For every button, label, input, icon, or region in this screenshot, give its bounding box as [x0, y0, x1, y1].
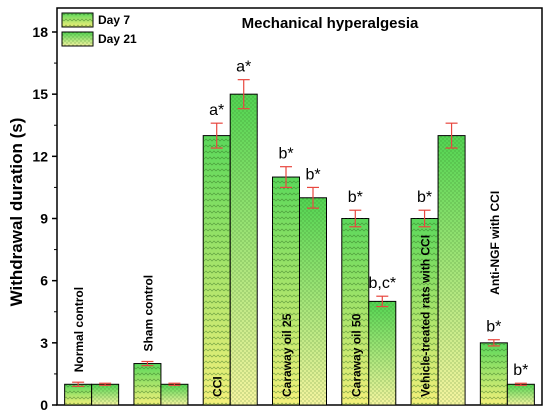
bar-pattern: [411, 218, 439, 405]
bar-pattern: [272, 177, 300, 405]
legend-swatch-day7-pattern: [62, 13, 93, 27]
significance-label: b*: [486, 319, 501, 336]
y-tick-label: 6: [40, 273, 48, 289]
bar-pattern: [230, 94, 258, 406]
bar-pattern: [203, 135, 231, 405]
y-tick-label: 18: [32, 24, 48, 40]
y-tick-label: 12: [32, 148, 48, 164]
bar-pattern: [438, 135, 466, 405]
category-label: Sham control: [141, 275, 155, 352]
bar-pattern: [91, 384, 119, 405]
legend: Day 7 Day 21: [61, 12, 137, 47]
bar-pattern: [299, 197, 327, 405]
y-tick-label: 3: [40, 335, 48, 351]
bar-pattern: [480, 342, 508, 405]
y-tick-label: 0: [40, 397, 48, 412]
category-label: Normal control: [72, 287, 86, 372]
bar-pattern: [133, 363, 161, 405]
bar-pattern: [507, 384, 535, 405]
y-tick-label: 9: [40, 211, 48, 227]
bar-pattern: [341, 218, 369, 405]
category-label: Anti-NGF with CCI: [488, 191, 502, 295]
significance-label: b*: [305, 166, 320, 183]
bar-pattern: [160, 384, 188, 405]
category-label: Vehicle-treated rats with CCI: [419, 235, 433, 397]
category-label: Caraway oil 25: [280, 313, 294, 397]
legend-label-day7: Day 7: [98, 13, 130, 27]
bar-pattern: [64, 384, 92, 405]
significance-label: a*: [236, 59, 251, 76]
category-label: CCI: [211, 376, 225, 397]
significance-label: b*: [278, 146, 293, 163]
y-axis: 0 3 6 9 12 15 18: [32, 24, 57, 412]
significance-label: b,c*: [368, 275, 396, 292]
chart-title: Mechanical hyperalgesia: [242, 15, 419, 32]
significance-label: b*: [417, 189, 432, 206]
category-label: Caraway oil 50: [349, 313, 363, 397]
legend-label-day21: Day 21: [98, 32, 137, 46]
bars-group: Normal control Sham control a* a* CCI b* b* Car…: [64, 59, 535, 406]
legend-swatch-day21-pattern: [62, 32, 93, 46]
significance-label: a*: [209, 102, 224, 119]
significance-label: b*: [513, 362, 528, 379]
bar-pattern: [368, 301, 396, 405]
y-axis-title: Withdrawal duration (s): [7, 118, 26, 307]
significance-label: b*: [348, 189, 363, 206]
y-tick-label: 15: [32, 86, 48, 102]
